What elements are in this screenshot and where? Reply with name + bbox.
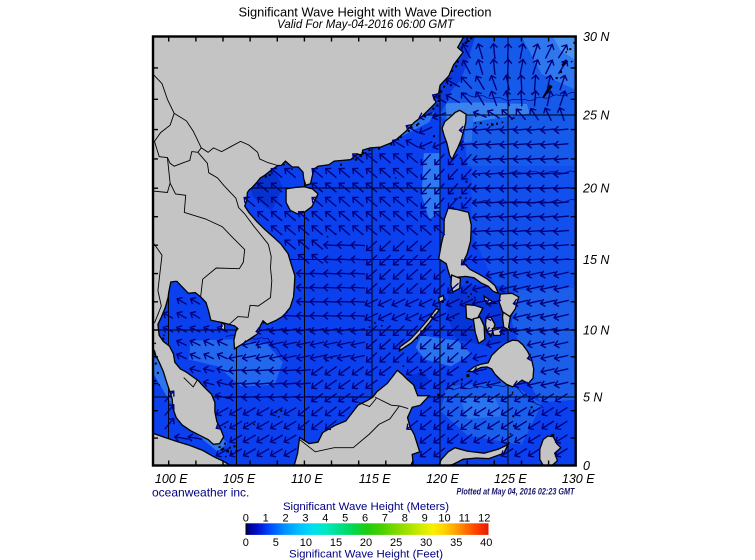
svg-text:30: 30 — [420, 537, 432, 549]
svg-text:12: 12 — [478, 513, 490, 525]
svg-text:oceanweather inc.: oceanweather inc. — [152, 486, 249, 500]
svg-text:7: 7 — [382, 513, 388, 525]
svg-text:20: 20 — [360, 537, 372, 549]
svg-text:100 E: 100 E — [155, 472, 188, 486]
svg-text:105 E: 105 E — [223, 472, 256, 486]
svg-text:110 E: 110 E — [291, 472, 323, 486]
svg-text:Significant Wave Height with W: Significant Wave Height with Wave Direct… — [239, 5, 492, 20]
svg-text:Significant Wave Height (Feet): Significant Wave Height (Feet) — [289, 549, 443, 560]
svg-text:5 N: 5 N — [583, 390, 603, 404]
svg-text:0: 0 — [583, 459, 590, 473]
svg-text:125 E: 125 E — [494, 472, 527, 486]
svg-text:8: 8 — [402, 513, 408, 525]
svg-text:5: 5 — [273, 537, 279, 549]
svg-text:20 N: 20 N — [582, 182, 610, 196]
svg-text:Plotted at May 04, 2016 02:23: Plotted at May 04, 2016 02:23 GMT — [457, 486, 576, 496]
svg-text:Valid For May-04-2016 06:00 GM: Valid For May-04-2016 06:00 GMT — [277, 17, 454, 31]
svg-text:Significant Wave Height (Meter: Significant Wave Height (Meters) — [283, 501, 449, 513]
svg-text:130 E: 130 E — [562, 472, 595, 486]
svg-text:0: 0 — [243, 513, 249, 525]
svg-text:115 E: 115 E — [359, 472, 391, 486]
svg-text:10 N: 10 N — [583, 323, 610, 337]
svg-text:0: 0 — [243, 537, 249, 549]
svg-text:120 E: 120 E — [426, 472, 459, 486]
svg-text:25: 25 — [390, 537, 402, 549]
svg-text:11: 11 — [459, 513, 470, 525]
svg-text:1: 1 — [263, 513, 269, 525]
svg-text:2: 2 — [282, 513, 288, 525]
svg-text:15 N: 15 N — [583, 253, 610, 267]
svg-text:15: 15 — [330, 537, 342, 549]
svg-text:40: 40 — [480, 537, 492, 549]
svg-text:10: 10 — [438, 513, 450, 525]
svg-text:4: 4 — [322, 513, 328, 525]
svg-text:10: 10 — [300, 537, 312, 549]
svg-text:25 N: 25 N — [582, 108, 610, 122]
svg-text:9: 9 — [422, 513, 428, 525]
svg-text:6: 6 — [362, 513, 368, 525]
svg-text:35: 35 — [450, 537, 462, 549]
svg-text:5: 5 — [342, 513, 348, 525]
svg-text:30 N: 30 N — [583, 30, 610, 44]
svg-text:3: 3 — [302, 513, 308, 525]
